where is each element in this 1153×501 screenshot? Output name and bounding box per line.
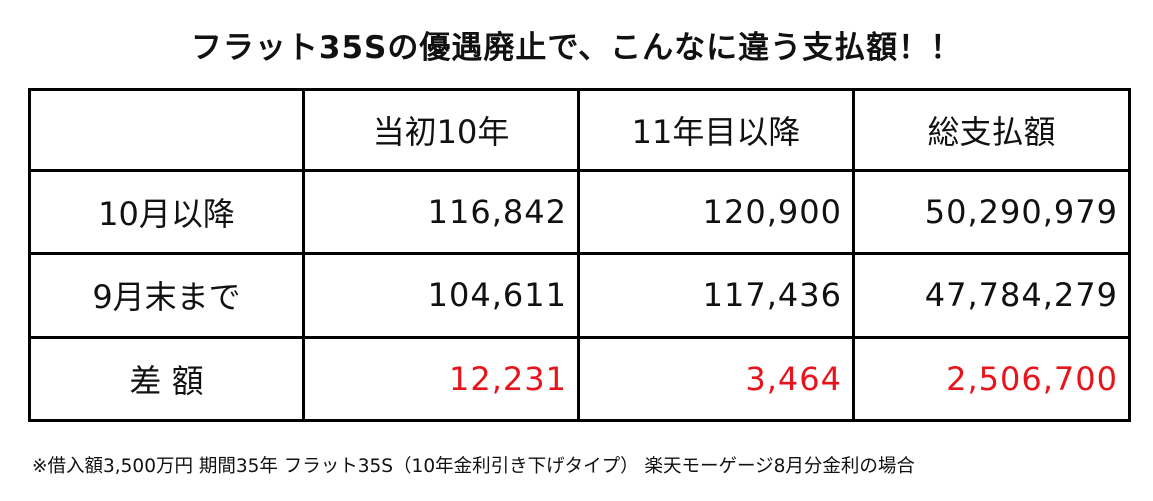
table-body: 当初10年 11年目以降 総支払額 10月以降 116,842 120,900 50,…: [28, 88, 1131, 423]
data-row: 差 額 12,231 3,464 2,506,700: [28, 335, 1131, 423]
value-cell: 120,900: [577, 168, 855, 256]
corner-cell: [28, 88, 305, 172]
value-cell: 3,464: [577, 335, 855, 423]
footnote: ※借入額3,500万円 期間35年 フラット35S（10年金利引き下げタイプ） …: [32, 456, 915, 477]
row-label: 差 額: [28, 335, 305, 423]
value-cell: 116,842: [302, 168, 580, 256]
value-cell: 117,436: [577, 252, 855, 339]
value-cell: 12,231: [302, 335, 580, 423]
header-row: 当初10年 11年目以降 総支払額: [28, 88, 1131, 172]
header-cell: 11年目以降: [577, 88, 855, 172]
header-cell: 総支払額: [852, 88, 1131, 172]
header-cell: 当初10年: [302, 88, 580, 172]
row-label: 9月末まで: [28, 252, 305, 339]
data-row: 9月末まで 104,611 117,436 47,784,279: [28, 252, 1131, 339]
row-label: 10月以降: [28, 168, 305, 256]
title: フラット35Sの優遇廃止で、こんなに違う支払額！！: [190, 30, 963, 66]
data-row: 10月以降 116,842 120,900 50,290,979: [28, 168, 1131, 256]
value-cell: 50,290,979: [852, 168, 1131, 256]
comparison-table: 当初10年 11年目以降 総支払額 10月以降 116,842 120,900 50,…: [28, 88, 1131, 423]
value-cell: 104,611: [302, 252, 580, 339]
value-cell: 2,506,700: [852, 335, 1131, 423]
value-cell: 47,784,279: [852, 252, 1131, 339]
